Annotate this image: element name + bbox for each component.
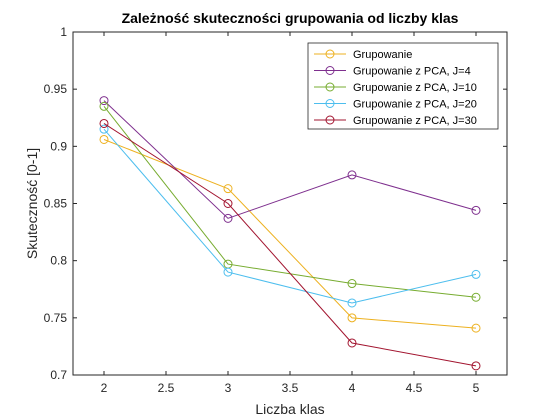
data-point (347, 313, 357, 323)
data-point (223, 213, 233, 223)
legend-marker (325, 49, 335, 59)
y-tick-label: 0.7 (50, 368, 67, 382)
x-tick-label: 3 (225, 381, 232, 395)
data-point (347, 279, 357, 289)
x-tick-label: 2.5 (158, 381, 175, 395)
legend: Grupowanie Grupowanie z PCA, J=4 Grupowani… (307, 42, 499, 130)
legend-entry: Grupowanie z PCA, J=20 (314, 99, 477, 111)
data-point (99, 124, 109, 134)
series-line (103, 100, 477, 219)
data-point (99, 134, 109, 144)
x-tick-label: 2 (101, 381, 108, 395)
y-axis-label: Skuteczność [0-1] (24, 148, 40, 259)
data-point (347, 170, 357, 180)
series-line (103, 128, 477, 304)
data-point (471, 323, 481, 333)
data-point (223, 184, 233, 194)
legend-label: Grupowanie z PCA, J=30 (353, 115, 477, 127)
y-tick-label: 0.95 (44, 82, 68, 96)
x-tick-label: 5 (473, 381, 480, 395)
y-tick-label: 0.9 (50, 139, 67, 153)
data-point (347, 338, 357, 348)
series-2 (99, 96, 481, 223)
y-tick-label: 0.8 (50, 254, 67, 268)
legend-entry: Grupowanie z PCA, J=30 (314, 115, 477, 127)
data-point (223, 267, 233, 277)
x-tick-label: 3.5 (282, 381, 299, 395)
series-layer (99, 96, 481, 371)
y-axis: 0.7 0.75 0.8 0.85 0.9 0.95 1 (44, 25, 507, 382)
data-point (99, 118, 109, 128)
legend-marker (325, 82, 335, 92)
legend-marker (325, 115, 335, 125)
chart-title: Zależność skuteczności grupowania od lic… (122, 10, 459, 26)
data-point (471, 361, 481, 371)
legend-label: Grupowanie z PCA, J=20 (353, 99, 477, 111)
data-point (471, 269, 481, 279)
x-axis-label: Liczba klas (255, 401, 324, 417)
series-5 (99, 118, 481, 371)
legend-entry: Grupowanie (314, 49, 412, 61)
data-point (99, 101, 109, 111)
legend-label: Grupowanie (353, 49, 412, 61)
x-tick-label: 4 (349, 381, 356, 395)
legend-entry: Grupowanie z PCA, J=4 (314, 66, 471, 78)
data-point (471, 205, 481, 215)
x-axis: 2 2.5 3 3.5 4 4.5 5 (101, 32, 480, 395)
y-tick-label: 0.75 (44, 311, 68, 325)
y-tick-label: 0.85 (44, 197, 68, 211)
legend-label: Grupowanie z PCA, J=10 (353, 82, 477, 94)
legend-label: Grupowanie z PCA, J=4 (353, 66, 471, 78)
series-4 (99, 124, 481, 308)
data-point (347, 298, 357, 308)
series-line (103, 123, 477, 367)
data-point (471, 292, 481, 302)
legend-entry: Grupowanie z PCA, J=10 (314, 82, 477, 94)
data-point (99, 96, 109, 106)
x-tick-label: 4.5 (406, 381, 423, 395)
legend-marker (325, 99, 335, 108)
y-tick-label: 1 (60, 25, 67, 39)
data-point (223, 199, 233, 208)
legend-marker (325, 66, 335, 75)
legend-box (307, 42, 499, 130)
